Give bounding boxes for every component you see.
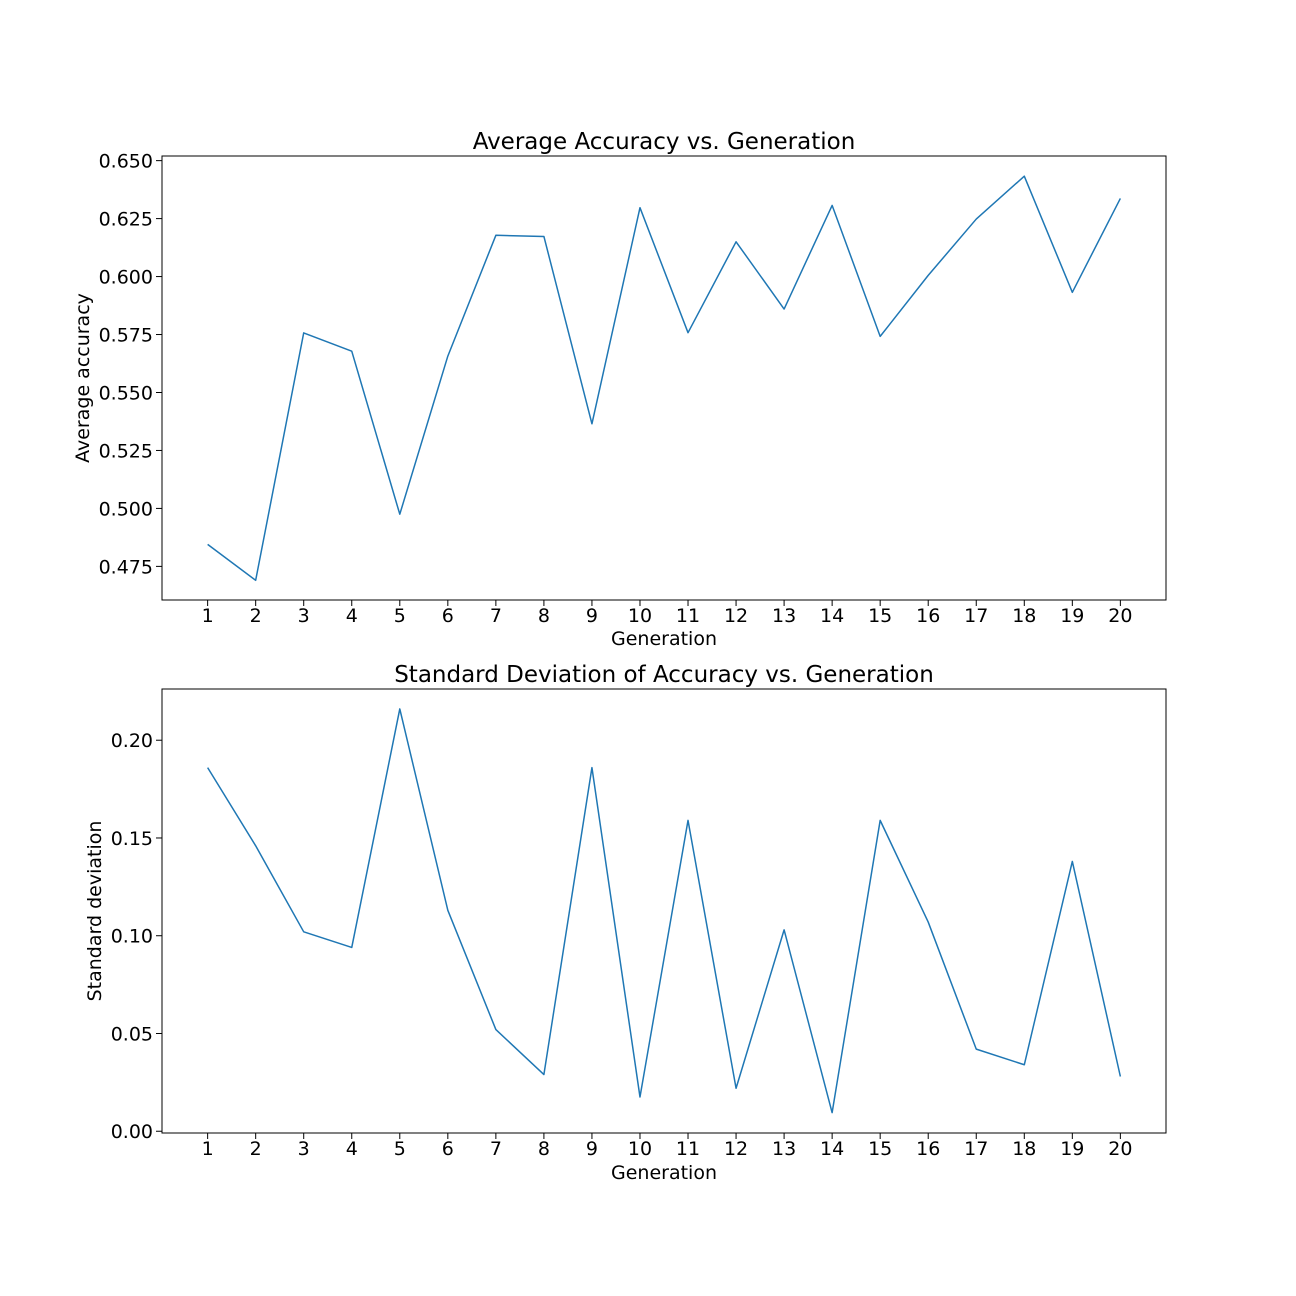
stddev-x-tick-label: 10 [628, 1138, 652, 1160]
accuracy-y-tick-label: 0.600 [99, 267, 153, 289]
accuracy-x-tick-label: 14 [820, 605, 844, 627]
stddev-x-tick-label: 20 [1108, 1138, 1132, 1160]
stddev-x-tick-label: 9 [586, 1138, 598, 1160]
stddev-y-tick-label: 0.15 [111, 828, 153, 850]
stddev-x-tick-label: 19 [1060, 1138, 1084, 1160]
stddev-x-tick-label: 16 [916, 1138, 940, 1160]
accuracy-x-tick-label: 9 [586, 605, 598, 627]
accuracy-x-tick-label: 3 [298, 605, 310, 627]
accuracy-x-tick-label: 1 [202, 605, 214, 627]
stddev-series-line [207, 708, 1122, 1114]
accuracy-y-tick-label: 0.625 [99, 209, 153, 231]
stddev-y-tick-label: 0.05 [111, 1023, 153, 1045]
stddev-x-tick-label: 15 [868, 1138, 892, 1160]
stddev-plot-frame [161, 688, 1167, 1134]
stddev-x-tick-label: 5 [394, 1138, 406, 1160]
stddev-x-tick-label: 7 [490, 1138, 502, 1160]
accuracy-series-layer [207, 175, 1122, 582]
accuracy-x-tick-label: 4 [346, 605, 358, 627]
stddev-x-axis-label: Generation [611, 1162, 717, 1184]
accuracy-x-tick-label: 19 [1060, 605, 1084, 627]
accuracy-x-tick-label: 17 [964, 605, 988, 627]
stddev-y-tick-label: 0.10 [111, 926, 153, 948]
accuracy-y-tick-label: 0.500 [99, 498, 153, 520]
accuracy-plot-frame [161, 155, 1167, 601]
accuracy-y-axis-label: Average accuracy [72, 293, 94, 463]
stddev-y-tick-label: 0.20 [111, 730, 153, 752]
stddev-x-tick-label: 4 [346, 1138, 358, 1160]
stddev-x-tick-label: 18 [1012, 1138, 1036, 1160]
accuracy-y-tick-label: 0.575 [99, 325, 153, 347]
accuracy-x-tick-label: 13 [772, 605, 796, 627]
accuracy-y-tick-label: 0.525 [99, 440, 153, 462]
stddev-x-tick-label: 1 [202, 1138, 214, 1160]
accuracy-x-tick-label: 8 [538, 605, 550, 627]
accuracy-x-tick-label: 16 [916, 605, 940, 627]
accuracy-x-tick-label: 15 [868, 605, 892, 627]
accuracy-x-tick-label: 7 [490, 605, 502, 627]
stddev-y-tick-label: 0.00 [111, 1121, 153, 1143]
stddev-series-layer [207, 708, 1122, 1114]
accuracy-y-tick-label: 0.475 [99, 556, 153, 578]
stddev-x-tick-label: 13 [772, 1138, 796, 1160]
stddev-chart-title: Standard Deviation of Accuracy vs. Gener… [394, 662, 934, 688]
accuracy-x-tick-label: 2 [250, 605, 262, 627]
stddev-x-tick-label: 12 [724, 1138, 748, 1160]
stddev-x-ticks: 1 2 3 4 5 6 7 8 9 10 11 12 13 14 15 16 17 18 19 20 [202, 1133, 1132, 1160]
accuracy-x-tick-label: 12 [724, 605, 748, 627]
stddev-x-tick-label: 6 [442, 1138, 454, 1160]
accuracy-x-tick-label: 20 [1108, 605, 1132, 627]
accuracy-x-tick-label: 18 [1012, 605, 1036, 627]
accuracy-chart-title: Average Accuracy vs. Generation [473, 129, 856, 155]
stddev-x-tick-label: 2 [250, 1138, 262, 1160]
accuracy-series-line [207, 175, 1122, 582]
accuracy-y-tick-label: 0.650 [99, 151, 153, 173]
accuracy-x-ticks: 1 2 3 4 5 6 7 8 9 10 11 12 13 14 15 16 17 18 19 20 [202, 600, 1132, 627]
stddev-x-tick-label: 8 [538, 1138, 550, 1160]
accuracy-x-tick-label: 5 [394, 605, 406, 627]
accuracy-y-tick-label: 0.550 [99, 382, 153, 404]
accuracy-x-axis-label: Generation [611, 628, 717, 650]
stddev-x-tick-label: 17 [964, 1138, 988, 1160]
stddev-y-ticks: 0.00 0.05 0.10 0.15 0.20 [111, 730, 162, 1143]
stddev-x-tick-label: 11 [676, 1138, 700, 1160]
accuracy-x-tick-label: 6 [442, 605, 454, 627]
stddev-x-tick-label: 14 [820, 1138, 844, 1160]
stddev-y-axis-label: Standard deviation [84, 821, 106, 1002]
accuracy-x-tick-label: 10 [628, 605, 652, 627]
accuracy-x-tick-label: 11 [676, 605, 700, 627]
stddev-x-tick-label: 3 [298, 1138, 310, 1160]
stddev-chart: Standard Deviation of Accuracy vs. Gener… [84, 662, 1167, 1184]
accuracy-y-ticks: 0.475 0.500 0.525 0.550 0.575 0.600 0.625 0.650 [99, 151, 162, 578]
